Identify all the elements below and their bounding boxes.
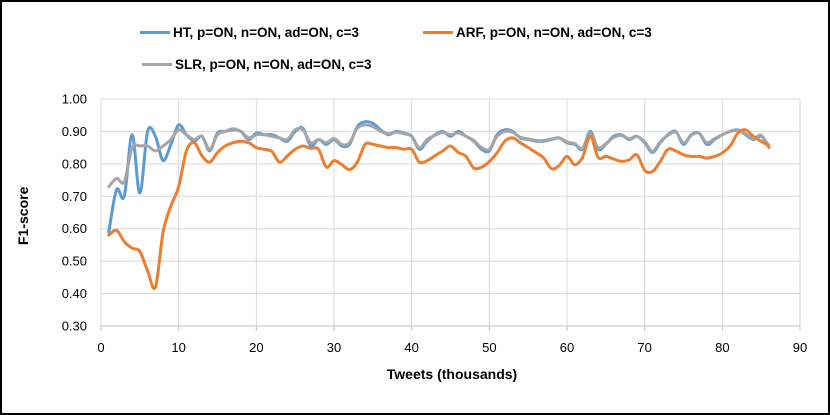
x-axis-title: Tweets (thousands) <box>386 366 518 382</box>
y-tick-label: 0.60 <box>62 221 87 236</box>
x-tick-label: 0 <box>97 340 104 355</box>
legend-label-ht: HT, p=ON, n=ON, ad=ON, c=3 <box>173 24 360 40</box>
legend-item-slr: SLR, p=ON, n=ON, ad=ON, c=3 <box>142 56 372 72</box>
ht-line-swatch-icon <box>140 30 170 34</box>
y-tick-label: 0.70 <box>62 189 87 204</box>
y-tick-label: 1.00 <box>62 92 87 107</box>
slr-line-swatch-icon <box>142 62 172 66</box>
x-tick-label: 70 <box>637 340 651 355</box>
y-axis-title: F1-score <box>15 186 31 245</box>
x-tick-label: 60 <box>560 340 574 355</box>
series-line-arf <box>107 128 771 291</box>
y-tick-label: 0.40 <box>62 286 87 301</box>
legend-label-slr: SLR, p=ON, n=ON, ad=ON, c=3 <box>175 56 372 72</box>
x-tick-label: 40 <box>404 340 418 355</box>
legend-label-arf: ARF, p=ON, n=ON, ad=ON, c=3 <box>456 24 652 40</box>
x-tick-label: 10 <box>171 340 185 355</box>
legend-item-ht: HT, p=ON, n=ON, ad=ON, c=3 <box>140 24 359 40</box>
legend-item-arf: ARF, p=ON, n=ON, ad=ON, c=3 <box>423 24 652 40</box>
series-line-ht <box>107 120 771 234</box>
x-tick-label: 30 <box>327 340 341 355</box>
x-tick-label: 80 <box>715 340 729 355</box>
x-tick-label: 90 <box>793 340 807 355</box>
y-tick-label: 0.90 <box>62 124 87 139</box>
y-tick-label: 0.50 <box>62 254 87 269</box>
x-tick-label: 50 <box>482 340 496 355</box>
x-tick-label: 20 <box>249 340 263 355</box>
series-line-slr <box>107 123 771 189</box>
y-tick-label: 0.80 <box>62 156 87 171</box>
y-tick-label: 0.30 <box>62 319 87 334</box>
arf-line-swatch-icon <box>423 30 453 34</box>
